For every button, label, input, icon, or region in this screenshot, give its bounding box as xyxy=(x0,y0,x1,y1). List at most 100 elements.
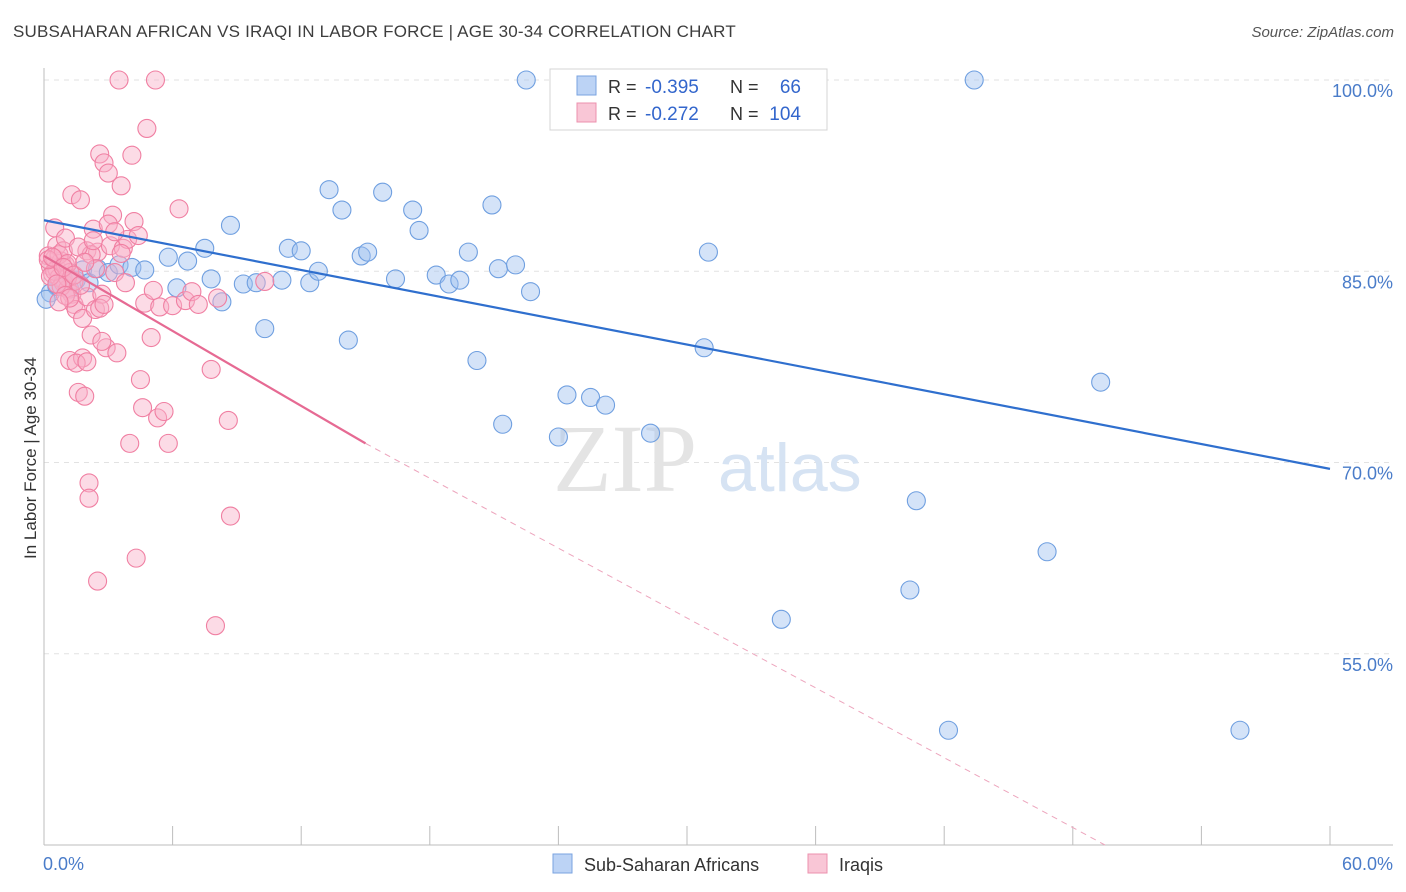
sub-saharan-point-41 xyxy=(482,195,502,215)
stats-r-label-pink: R = xyxy=(608,104,637,124)
sub-saharan-point-42 xyxy=(488,259,508,279)
sub-saharan-point-27 xyxy=(319,180,339,200)
iraqi-point-93 xyxy=(83,231,103,251)
iraqi-point-85 xyxy=(43,247,63,267)
iraqi-point-66 xyxy=(169,199,189,219)
sub-saharan-point-37 xyxy=(439,274,459,294)
sub-saharan-point-49 xyxy=(580,387,601,408)
iraqi-point-54 xyxy=(130,370,150,390)
iraqi-point-26 xyxy=(75,386,95,406)
trend-line-iraqi-extension xyxy=(365,442,1106,846)
sub-saharan-point-32 xyxy=(373,182,393,202)
stats-legend: R = -0.395 N = 66 R = -0.272 N = 104 xyxy=(549,68,828,131)
iraqi-point-31 xyxy=(81,325,101,345)
sub-saharan-point-50 xyxy=(596,395,616,415)
iraqi-point-59 xyxy=(143,280,163,300)
sub-saharan-point-48 xyxy=(557,385,577,405)
iraqi-point-71 xyxy=(208,288,228,308)
sub-saharan-point-43 xyxy=(493,414,513,434)
x-tick-label-max: 60.0% xyxy=(1342,854,1393,874)
iraqi-point-39 xyxy=(98,163,118,183)
sub-saharan-point-46 xyxy=(516,70,536,90)
iraqi-point-72 xyxy=(218,410,238,430)
iraqi-point-57 xyxy=(137,118,157,138)
sub-saharan-point-24 xyxy=(291,241,311,261)
sub-saharan-point-29 xyxy=(338,330,358,350)
iraqi-point-45 xyxy=(111,176,131,196)
watermark-atlas: atlas xyxy=(718,430,862,506)
sub-saharan-point-14 xyxy=(178,251,198,271)
iraqi-point-49 xyxy=(120,433,140,453)
iraqi-point-41 xyxy=(103,205,123,225)
iraqi-point-64 xyxy=(158,433,178,453)
iraqi-point-74 xyxy=(205,616,226,636)
sub-saharan-point-33 xyxy=(385,269,406,289)
iraqi-point-30 xyxy=(79,488,99,508)
sub-saharan-point-63 xyxy=(1091,372,1111,392)
stats-n-label-blue: N = xyxy=(730,77,759,97)
sub-saharan-point-11 xyxy=(135,260,155,280)
sub-saharan-point-15 xyxy=(195,238,215,258)
stats-r-label-blue: R = xyxy=(608,77,637,97)
iraqi-point-43 xyxy=(107,343,127,363)
iraqi-point-52 xyxy=(126,548,146,568)
stats-legend-swatch-pink xyxy=(576,102,597,123)
trend-lines xyxy=(43,219,1331,846)
sub-saharan-point-56 xyxy=(771,609,791,629)
iraqi-point-100 xyxy=(77,352,97,372)
iraqi-point-96 xyxy=(88,571,108,591)
sub-saharan-point-39 xyxy=(458,242,478,262)
y-tick-label-1: 70.0% xyxy=(1342,464,1393,484)
iraqi-point-29 xyxy=(79,473,99,493)
legend-label-iraqi: Iraqis xyxy=(839,855,883,875)
grid-lines xyxy=(44,79,1393,655)
legend-label-sub-saharan: Sub-Saharan Africans xyxy=(584,855,759,875)
iraqi-point-47 xyxy=(115,273,135,293)
y-tick-labels: 55.0% 70.0% 85.0% 100.0% xyxy=(1332,81,1393,675)
iraqi-point-50 xyxy=(122,145,142,165)
iraqi-point-92 xyxy=(75,252,95,272)
iraqi-point-44 xyxy=(109,70,129,90)
sub-saharan-point-16 xyxy=(201,269,221,289)
iraqi-point-58 xyxy=(141,327,161,348)
iraqi-point-65 xyxy=(163,296,183,316)
trend-line-iraqi xyxy=(43,254,367,445)
sub-saharan-point-58 xyxy=(900,580,920,600)
iraqi-point-63 xyxy=(154,401,174,422)
iraqi-point-101 xyxy=(49,292,69,312)
watermark-zip: ZIP xyxy=(553,405,697,512)
iraqi-point-69 xyxy=(188,294,208,314)
iraqi-point-75 xyxy=(255,271,275,292)
y-tick-label-0: 55.0% xyxy=(1342,655,1393,675)
trend-line-sub-saharan xyxy=(43,219,1331,470)
iraqi-point-103 xyxy=(111,243,131,263)
iraqi-point-70 xyxy=(201,359,221,379)
sub-saharan-point-45 xyxy=(520,282,541,302)
source-label: Source: ZipAtlas.com xyxy=(1251,24,1394,41)
iraqi-point-53 xyxy=(128,226,148,246)
series-iraqi-points xyxy=(38,70,275,636)
sub-saharan-point-31 xyxy=(358,242,378,262)
sub-saharan-point-22 xyxy=(272,270,292,290)
sub-saharan-point-35 xyxy=(409,220,429,240)
sub-saharan-point-61 xyxy=(964,70,984,90)
chart-title: SUBSAHARAN AFRICAN VS IRAQI IN LABOR FOR… xyxy=(13,22,736,41)
sub-saharan-point-44 xyxy=(505,255,526,275)
sub-saharan-point-51 xyxy=(641,423,661,443)
sub-saharan-point-8 xyxy=(98,262,118,283)
sub-saharan-point-38 xyxy=(450,270,470,290)
stats-n-value-blue: 66 xyxy=(780,77,801,98)
iraqi-point-94 xyxy=(92,331,112,351)
iraqi-point-102 xyxy=(94,294,114,314)
iraqi-point-24 xyxy=(70,190,90,210)
iraqi-point-35 xyxy=(90,144,110,164)
y-tick-label-3: 100.0% xyxy=(1332,81,1393,101)
sub-saharan-point-12 xyxy=(158,247,178,267)
iraqi-point-37 xyxy=(94,153,114,173)
sub-saharan-point-34 xyxy=(403,200,423,220)
y-axis-label: In Labor Force | Age 30-34 xyxy=(21,357,40,559)
legend-swatch-sub-saharan xyxy=(552,853,573,874)
sub-saharan-point-62 xyxy=(1037,542,1057,562)
sub-saharan-point-28 xyxy=(332,200,352,220)
